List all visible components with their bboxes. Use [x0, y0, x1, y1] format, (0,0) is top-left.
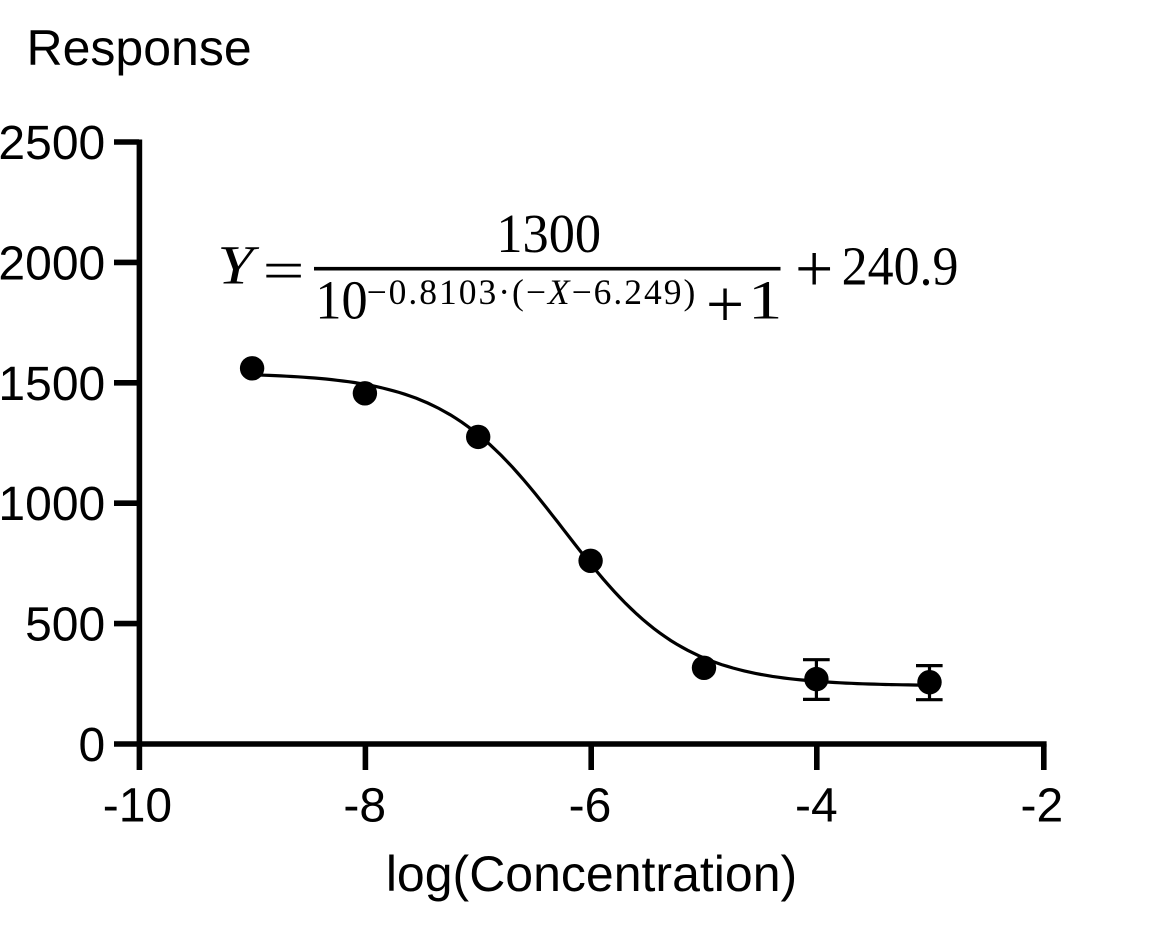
svg-text:log(Concentration): log(Concentration) — [386, 846, 797, 902]
svg-text:+: + — [706, 266, 744, 342]
svg-text:-10: -10 — [103, 780, 172, 833]
svg-text:-2: -2 — [1021, 780, 1064, 833]
svg-text:Y: Y — [217, 235, 259, 296]
svg-text:-4: -4 — [795, 780, 838, 833]
svg-text:-8: -8 — [343, 780, 386, 833]
svg-text:1300: 1300 — [496, 203, 601, 264]
svg-text:1: 1 — [748, 271, 782, 331]
svg-text:1000: 1000 — [0, 478, 105, 531]
svg-text:Response: Response — [27, 20, 252, 76]
svg-text:−0.8103·(−X−6.249): −0.8103·(−X−6.249) — [367, 272, 698, 312]
svg-text:500: 500 — [25, 599, 105, 652]
svg-text:+: + — [795, 231, 833, 307]
svg-text:10: 10 — [315, 269, 367, 331]
svg-text:0: 0 — [78, 719, 105, 772]
svg-text:1500: 1500 — [0, 358, 105, 411]
svg-text:2500: 2500 — [0, 117, 105, 170]
svg-text:240.9: 240.9 — [842, 235, 959, 297]
svg-text:-6: -6 — [569, 780, 612, 833]
svg-text:2000: 2000 — [0, 237, 105, 290]
svg-text:=: = — [263, 241, 305, 302]
